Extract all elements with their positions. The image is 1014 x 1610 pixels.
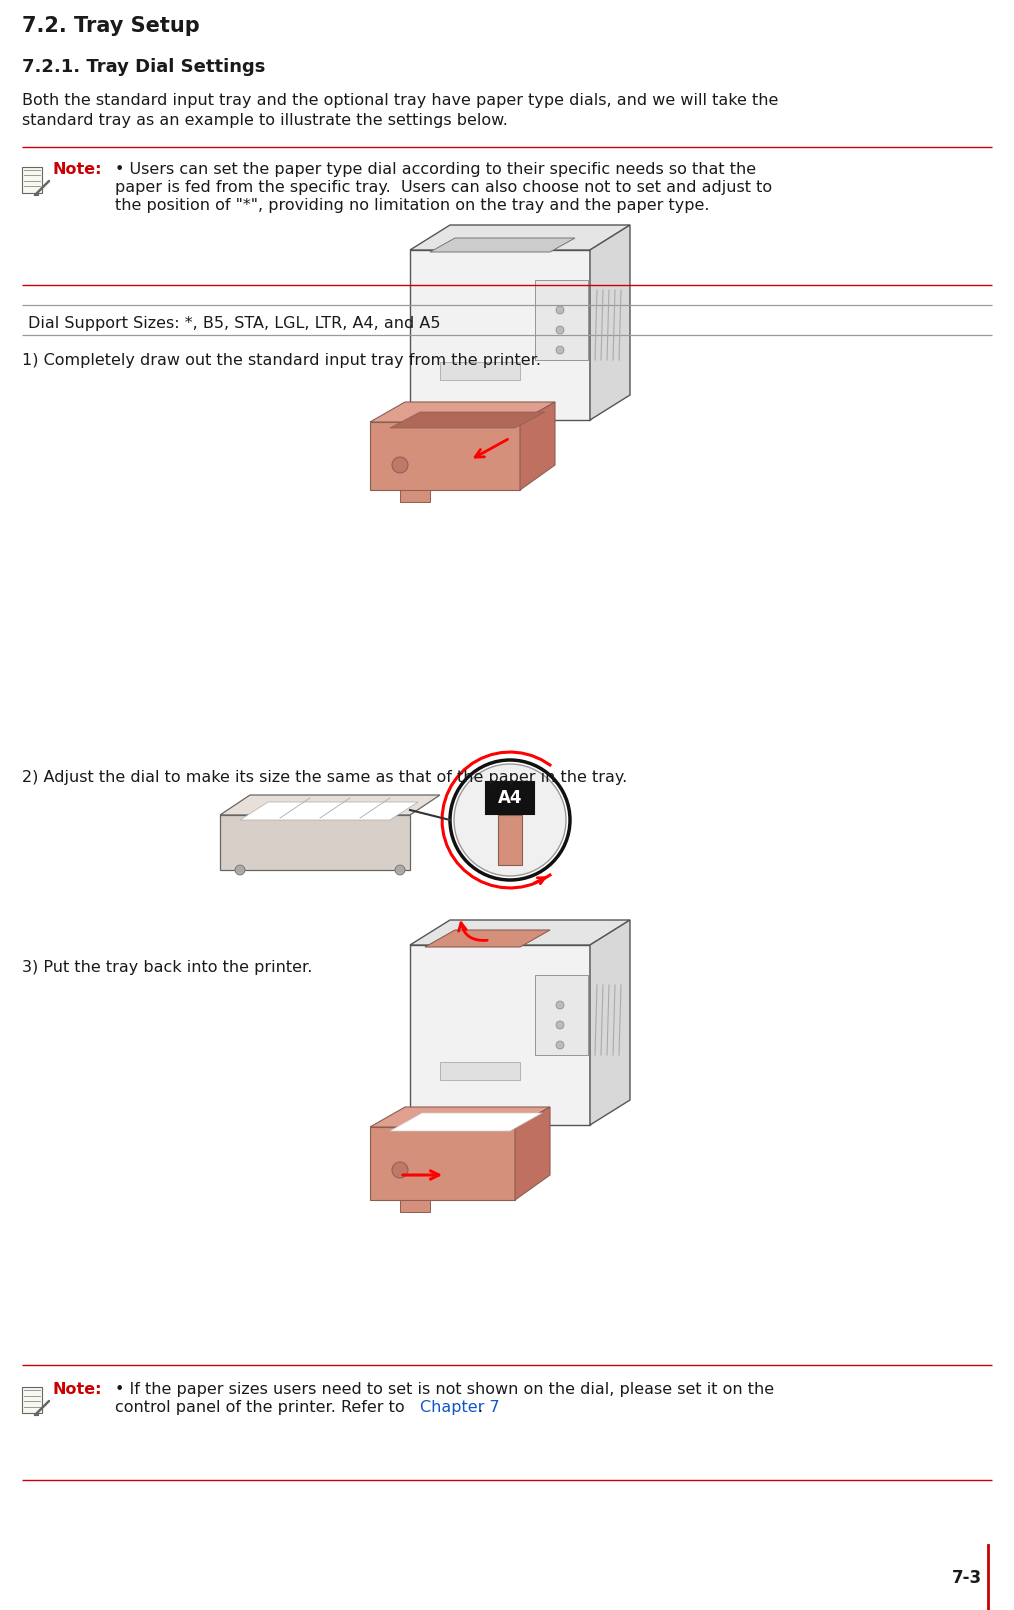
Circle shape bbox=[556, 325, 564, 333]
Polygon shape bbox=[220, 815, 410, 869]
Polygon shape bbox=[590, 919, 630, 1125]
Polygon shape bbox=[370, 422, 520, 489]
Polygon shape bbox=[410, 225, 630, 250]
Text: paper is fed from the specific tray.  Users can also choose not to set and adjus: paper is fed from the specific tray. Use… bbox=[115, 180, 772, 195]
Text: • Users can set the paper type dial according to their specific needs so that th: • Users can set the paper type dial acco… bbox=[115, 163, 756, 177]
Circle shape bbox=[392, 457, 408, 473]
Polygon shape bbox=[535, 976, 588, 1055]
Polygon shape bbox=[220, 795, 440, 815]
Polygon shape bbox=[400, 1199, 430, 1212]
Text: 1) Completely draw out the standard input tray from the printer.: 1) Completely draw out the standard inpu… bbox=[22, 353, 541, 369]
Polygon shape bbox=[410, 945, 590, 1125]
Polygon shape bbox=[515, 1108, 550, 1199]
Circle shape bbox=[235, 865, 245, 874]
Text: Both the standard input tray and the optional tray have paper type dials, and we: Both the standard input tray and the opt… bbox=[22, 93, 779, 108]
Polygon shape bbox=[370, 1127, 515, 1199]
Text: standard tray as an example to illustrate the settings below.: standard tray as an example to illustrat… bbox=[22, 113, 508, 129]
Text: 2) Adjust the dial to make its size the same as that of the paper in the tray.: 2) Adjust the dial to make its size the … bbox=[22, 770, 628, 786]
Text: A4: A4 bbox=[498, 789, 522, 807]
Circle shape bbox=[556, 1001, 564, 1009]
Polygon shape bbox=[410, 919, 630, 945]
Polygon shape bbox=[535, 280, 588, 361]
Polygon shape bbox=[498, 815, 522, 865]
Text: 7.2. Tray Setup: 7.2. Tray Setup bbox=[22, 16, 200, 35]
FancyBboxPatch shape bbox=[440, 362, 520, 380]
Circle shape bbox=[556, 306, 564, 314]
Text: control panel of the printer. Refer to: control panel of the printer. Refer to bbox=[115, 1401, 410, 1415]
Polygon shape bbox=[400, 489, 430, 502]
Text: Chapter 7: Chapter 7 bbox=[420, 1401, 500, 1415]
Polygon shape bbox=[590, 225, 630, 420]
Circle shape bbox=[392, 1162, 408, 1179]
FancyBboxPatch shape bbox=[486, 782, 534, 815]
Circle shape bbox=[556, 1021, 564, 1029]
Text: Dial Support Sizes: *, B5, STA, LGL, LTR, A4, and A5: Dial Support Sizes: *, B5, STA, LGL, LTR… bbox=[28, 316, 440, 332]
FancyBboxPatch shape bbox=[440, 1063, 520, 1080]
FancyBboxPatch shape bbox=[22, 167, 42, 193]
Text: 3) Put the tray back into the printer.: 3) Put the tray back into the printer. bbox=[22, 960, 312, 976]
Circle shape bbox=[450, 760, 570, 881]
Polygon shape bbox=[520, 402, 555, 489]
Polygon shape bbox=[390, 1113, 542, 1130]
Polygon shape bbox=[425, 931, 550, 947]
Circle shape bbox=[454, 765, 566, 876]
Text: 7.2.1. Tray Dial Settings: 7.2.1. Tray Dial Settings bbox=[22, 58, 266, 76]
FancyBboxPatch shape bbox=[22, 1386, 42, 1414]
Text: • If the paper sizes users need to set is not shown on the dial, please set it o: • If the paper sizes users need to set i… bbox=[115, 1381, 774, 1397]
Circle shape bbox=[556, 346, 564, 354]
Polygon shape bbox=[410, 250, 590, 420]
Circle shape bbox=[395, 865, 405, 874]
Circle shape bbox=[556, 1042, 564, 1050]
Text: .: . bbox=[477, 1401, 482, 1415]
Text: Note:: Note: bbox=[52, 1381, 101, 1397]
Polygon shape bbox=[240, 802, 418, 819]
Polygon shape bbox=[370, 402, 555, 422]
Text: the position of "*", providing no limitation on the tray and the paper type.: the position of "*", providing no limita… bbox=[115, 198, 710, 213]
Polygon shape bbox=[390, 412, 545, 428]
Text: Note:: Note: bbox=[52, 163, 101, 177]
Polygon shape bbox=[370, 1108, 550, 1127]
Polygon shape bbox=[430, 238, 575, 253]
Text: 7-3: 7-3 bbox=[952, 1570, 983, 1587]
